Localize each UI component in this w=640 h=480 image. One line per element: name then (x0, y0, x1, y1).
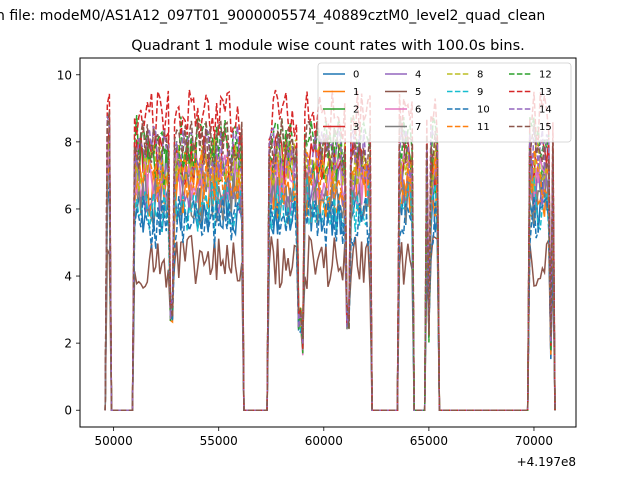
y-tick-label-0: 0 (64, 404, 72, 418)
legend-label-11: 11 (477, 122, 490, 133)
chart-title: Quadrant 1 module wise count rates with … (131, 38, 525, 54)
x-tick-label-55000: 55000 (200, 434, 238, 448)
x-axis: 50000 55000 60000 65000 70000 (95, 427, 553, 448)
legend-label-12: 12 (539, 70, 552, 81)
series-layer (104, 89, 556, 411)
series-line-15 (104, 110, 556, 411)
plot-frame (79, 57, 577, 428)
figure-suptitle: n file: modeM0/AS1A12_097T01_9000005574_… (0, 8, 545, 24)
legend-label-9: 9 (477, 87, 483, 98)
legend-label-3: 3 (353, 122, 359, 133)
legend-label-14: 14 (539, 105, 552, 116)
legend-box (317, 62, 572, 143)
legend-label-0: 0 (353, 70, 359, 81)
series-line-10 (104, 180, 556, 411)
legend-label-10: 10 (477, 105, 490, 116)
y-tick-label-4: 4 (64, 270, 72, 284)
y-tick-label-10: 10 (57, 68, 72, 82)
legend-label-6: 6 (415, 105, 421, 116)
x-tick-label-50000: 50000 (95, 434, 133, 448)
legend-label-13: 13 (539, 87, 552, 98)
x-offset-label: +4.197e8 (517, 455, 576, 469)
x-tick-label-65000: 65000 (410, 434, 448, 448)
x-tick-label-70000: 70000 (515, 434, 553, 448)
y-axis: 0 2 4 6 8 10 (57, 68, 80, 418)
legend-label-5: 5 (415, 87, 421, 98)
legend-label-8: 8 (477, 70, 483, 81)
legend-label-7: 7 (415, 122, 421, 133)
y-tick-label-2: 2 (64, 337, 72, 351)
y-tick-label-8: 8 (64, 135, 72, 149)
legend-label-1: 1 (353, 87, 359, 98)
legend-label-2: 2 (353, 105, 359, 116)
series-line-14 (104, 116, 556, 411)
legend-label-4: 4 (415, 70, 421, 81)
y-tick-label-6: 6 (64, 202, 72, 216)
legend-label-15: 15 (539, 122, 552, 133)
x-tick-label-60000: 60000 (305, 434, 343, 448)
